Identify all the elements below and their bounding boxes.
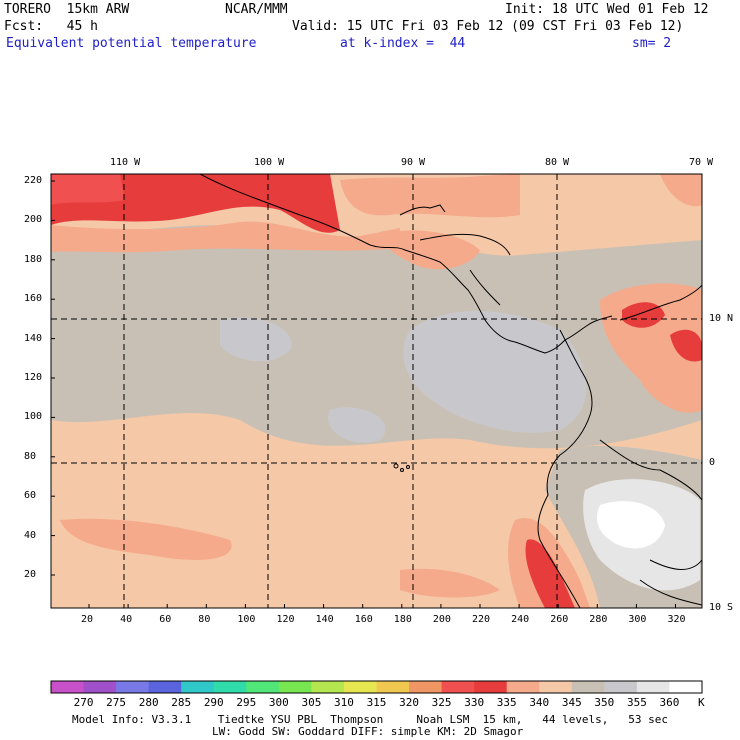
forecast-hour: Fcst: 45 h [4, 19, 98, 34]
colorbar-swatch [311, 681, 345, 693]
colorbar-level-label: 315 [366, 696, 387, 709]
model-info-line1: Model Info: V3.3.1 Tiedtke YSU PBL Thomp… [72, 713, 669, 726]
colorbar-level-label: 350 [594, 696, 615, 709]
x-tick-label: 80 [198, 614, 211, 625]
colorbar-unit: K [698, 696, 705, 709]
lat-label-10s: 10 S [709, 602, 734, 613]
x-tick-label: 60 [159, 614, 172, 625]
y-tick-label: 200 [24, 214, 43, 226]
organization: NCAR/MMM [225, 2, 288, 17]
map-frame [50, 173, 703, 609]
y-tick-label: 120 [24, 372, 43, 383]
colorbar-level-label: 355 [626, 696, 647, 709]
colorbar-level-label: 340 [529, 696, 550, 709]
y-tick-label: 20 [24, 569, 37, 580]
x-tick-label: 280 [589, 614, 608, 625]
colorbar-swatch [148, 681, 182, 693]
colorbar-swatch [669, 681, 703, 693]
colorbar-level-label: 335 [496, 696, 517, 709]
colorbar-level-label: 275 [106, 696, 127, 709]
x-tick-label: 200 [432, 614, 451, 625]
colorbar-swatch [571, 681, 605, 693]
colorbar-swatch [213, 681, 247, 693]
colorbar-swatch [246, 681, 280, 693]
colorbar-swatch [474, 681, 508, 693]
x-tick-label: 140 [315, 614, 334, 625]
y-tick-label: 100 [24, 411, 43, 423]
colorbar-level-label: 295 [236, 696, 257, 709]
x-tick-label: 260 [550, 614, 569, 625]
colorbar-swatch [116, 681, 150, 693]
lon-label-70w: 70 W [689, 157, 714, 168]
light-grey-patch [403, 311, 587, 433]
colorbar-swatch [636, 681, 670, 693]
colorbar-level-label: 325 [431, 696, 452, 709]
colorbar-swatch [441, 681, 475, 693]
smoothing: sm= 2 [632, 36, 672, 51]
y-tick-label: 220 [24, 175, 43, 186]
y-tick-label: 60 [24, 490, 37, 502]
lat-label-10n: 10 N [709, 313, 734, 324]
colorbar-level-label: 310 [334, 696, 354, 709]
model-info-line2: LW: Godd SW: Goddard DIFF: simple KM: 2D… [212, 725, 524, 738]
x-tick-label: 320 [667, 614, 686, 625]
coastlines [199, 174, 702, 608]
valid-time: Valid: 15 UTC Fri 03 Feb 12 (09 CST Fri … [292, 19, 684, 34]
lon-label-90w: 90 W [401, 157, 426, 168]
lat-label-0: 0 [709, 457, 716, 468]
y-tick-label: 140 [24, 332, 43, 344]
colorbar-level-label: 345 [561, 696, 582, 709]
colorbar-swatch [409, 681, 443, 693]
colorbar-swatch [376, 681, 410, 693]
colorbar-swatch [343, 681, 377, 693]
colorbar-swatch [83, 681, 117, 693]
x-tick-label: 120 [276, 614, 295, 625]
lon-label-110w: 110 W [110, 157, 141, 168]
colorbar-swatch [181, 681, 215, 693]
colorbar-level-label: 290 [203, 696, 224, 709]
y-tick-label: 40 [24, 529, 37, 541]
x-tick-label: 220 [472, 614, 491, 625]
colorbar-level-label: 270 [73, 696, 94, 709]
x-tick-label: 180 [393, 614, 412, 625]
x-tick-label: 100 [237, 614, 256, 625]
x-tick-label: 40 [120, 614, 133, 625]
map-field [51, 174, 702, 608]
y-tick-label: 160 [24, 293, 43, 305]
x-tick-label: 300 [628, 614, 647, 625]
model-title: TORERO 15km ARW [4, 2, 130, 17]
y-tick-label: 80 [24, 450, 37, 462]
x-tick-label: 240 [511, 614, 530, 625]
lon-label-80w: 80 W [545, 157, 570, 168]
colorbar-level-label: 280 [138, 696, 159, 709]
field-name: Equivalent potential temperature [6, 36, 257, 51]
colorbar-swatch [539, 681, 573, 693]
colorbar-swatch [506, 681, 540, 693]
colorbar-swatch [51, 681, 85, 693]
x-tick-label: 20 [81, 614, 94, 625]
graticule [51, 174, 702, 608]
colorbar-level-label: 320 [399, 696, 419, 709]
colorbar-level-label: 300 [268, 696, 289, 709]
level-info: at k-index = 44 [340, 36, 466, 51]
colorbar-swatch [278, 681, 312, 693]
lon-label-100w: 100 W [254, 157, 285, 168]
colorbar-level-label: 305 [301, 696, 322, 709]
colorbar-swatch [604, 681, 638, 693]
init-time: Init: 18 UTC Wed 01 Feb 12 [505, 2, 709, 17]
colorbar-level-label: 360 [659, 696, 680, 709]
x-tick-label: 160 [354, 614, 373, 625]
y-tick-label: 180 [24, 253, 43, 265]
colorbar-level-label: 285 [171, 696, 192, 709]
colorbar-level-label: 330 [464, 696, 485, 709]
